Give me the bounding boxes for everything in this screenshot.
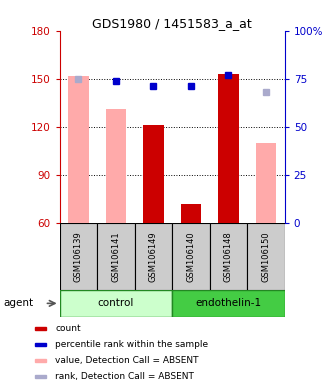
Text: control: control xyxy=(98,298,134,308)
Bar xyxy=(181,204,201,223)
Bar xyxy=(172,290,285,317)
Bar xyxy=(172,223,210,290)
Text: GSM106149: GSM106149 xyxy=(149,231,158,281)
Text: GSM106139: GSM106139 xyxy=(74,231,83,282)
Bar xyxy=(210,223,247,290)
Text: percentile rank within the sample: percentile rank within the sample xyxy=(55,340,208,349)
Text: GSM106150: GSM106150 xyxy=(261,231,270,281)
Bar xyxy=(35,359,46,362)
Text: agent: agent xyxy=(3,298,33,308)
Text: endothelin-1: endothelin-1 xyxy=(195,298,261,308)
Bar xyxy=(60,290,172,317)
Bar xyxy=(60,223,97,290)
Text: GSM106140: GSM106140 xyxy=(186,231,195,281)
Bar xyxy=(68,76,89,223)
Text: count: count xyxy=(55,324,81,333)
Bar xyxy=(35,343,46,346)
Title: GDS1980 / 1451583_a_at: GDS1980 / 1451583_a_at xyxy=(92,17,252,30)
Bar xyxy=(256,143,276,223)
Text: value, Detection Call = ABSENT: value, Detection Call = ABSENT xyxy=(55,356,199,365)
Bar xyxy=(135,223,172,290)
Text: GSM106148: GSM106148 xyxy=(224,231,233,282)
Bar xyxy=(143,125,164,223)
Bar xyxy=(35,375,46,379)
Text: GSM106141: GSM106141 xyxy=(111,231,120,281)
Bar xyxy=(106,109,126,223)
Text: rank, Detection Call = ABSENT: rank, Detection Call = ABSENT xyxy=(55,372,194,381)
Bar xyxy=(97,223,135,290)
Bar xyxy=(247,223,285,290)
Bar xyxy=(35,326,46,330)
Bar xyxy=(218,74,239,223)
